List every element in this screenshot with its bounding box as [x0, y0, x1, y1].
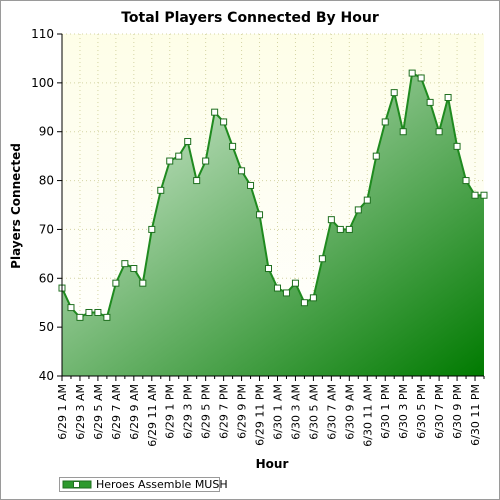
data-point [399, 128, 407, 136]
data-point [256, 211, 264, 219]
data-point [148, 225, 156, 233]
data-point [121, 260, 129, 268]
data-point [462, 177, 470, 185]
data-point [247, 181, 255, 189]
data-point [426, 98, 434, 106]
data-point [184, 137, 192, 145]
data-point [85, 308, 93, 316]
x-tick-label: 6/29 1 AM [56, 384, 69, 440]
data-point [229, 142, 237, 150]
x-tick-label: 6/29 11 AM [146, 384, 159, 447]
legend-marker [73, 481, 80, 488]
data-point [282, 289, 290, 297]
data-point [354, 206, 362, 214]
data-point [309, 294, 317, 302]
data-point [166, 157, 174, 165]
legend-label: Heroes Assemble MUSH [96, 478, 228, 491]
x-tick-label: 6/29 1 PM [164, 384, 177, 439]
data-point [363, 196, 371, 204]
data-point [417, 74, 425, 82]
data-point [345, 225, 353, 233]
data-point [300, 299, 308, 307]
data-markers [58, 69, 488, 321]
x-tick-label: 6/30 7 AM [325, 384, 338, 440]
x-tick-label: 6/30 7 PM [433, 384, 446, 439]
x-tick-labels: 6/29 1 AM 6/29 3 AM 6/29 5 AM 6/29 7 AM 6/29… [56, 384, 482, 447]
y-tick-label: 50 [39, 320, 54, 334]
data-point [112, 279, 120, 287]
x-tick-label: 6/29 3 AM [74, 384, 87, 440]
data-point [193, 177, 201, 185]
data-point [291, 279, 299, 287]
y-tick-label: 70 [39, 222, 54, 236]
data-point [444, 94, 452, 102]
x-axis-label: Hour [256, 457, 289, 471]
x-tick-label: 6/29 7 PM [218, 384, 231, 439]
x-tick-label: 6/30 11 AM [361, 384, 374, 447]
data-point [265, 265, 273, 273]
data-point [94, 308, 102, 316]
x-tick-label: 6/29 7 AM [110, 384, 123, 440]
data-point [238, 167, 246, 175]
legend-box [59, 477, 220, 492]
x-tick-label: 6/29 3 PM [182, 384, 195, 439]
x-tick-label: 6/30 11 PM [469, 384, 482, 446]
axes [57, 33, 485, 381]
x-tick-label: 6/30 5 PM [415, 384, 428, 439]
data-point [130, 265, 138, 273]
y-tick-labels: 40 50 60 70 80 90 100 110 [31, 27, 54, 383]
x-tick-label: 6/30 9 PM [451, 384, 464, 439]
y-tick-label: 60 [39, 271, 54, 285]
data-point [471, 191, 479, 199]
x-tick-label: 6/29 11 PM [254, 384, 267, 446]
data-point [139, 279, 147, 287]
x-tick-label: 6/29 5 PM [200, 384, 213, 439]
data-point [318, 255, 326, 263]
data-point [390, 89, 398, 97]
data-point [103, 313, 111, 321]
x-tick-label: 6/30 3 PM [397, 384, 410, 439]
y-tick-label: 90 [39, 125, 54, 139]
data-point [453, 142, 461, 150]
chart-title: Total Players Connected By Hour [121, 10, 379, 26]
x-tick-label: 6/29 5 AM [92, 384, 105, 440]
data-point [408, 69, 416, 77]
data-point [76, 313, 84, 321]
x-tick-label: 6/30 1 PM [379, 384, 392, 439]
data-point [435, 128, 443, 136]
data-point [67, 304, 75, 312]
data-point [157, 186, 165, 194]
x-tick-label: 6/30 1 AM [271, 384, 284, 440]
y-axis-label: Players Connected [9, 143, 23, 269]
data-point [336, 225, 344, 233]
x-tick-label: 6/29 9 AM [128, 384, 141, 440]
data-point [202, 157, 210, 165]
x-tick-label: 6/30 9 AM [343, 384, 356, 440]
x-tick-label: 6/30 3 AM [289, 384, 302, 440]
data-point [381, 118, 389, 126]
data-point [273, 284, 281, 292]
data-point [175, 152, 183, 160]
data-point [372, 152, 380, 160]
data-point [327, 216, 335, 224]
x-tick-label: 6/29 9 PM [236, 384, 249, 439]
data-point [480, 191, 488, 199]
y-tick-label: 40 [39, 369, 54, 383]
y-tick-label: 80 [39, 174, 54, 188]
y-tick-label: 100 [31, 76, 54, 90]
y-tick-label: 110 [31, 27, 54, 41]
data-point [220, 118, 228, 126]
legend: Heroes Assemble MUSH [59, 477, 228, 492]
x-tick-label: 6/30 5 AM [307, 384, 320, 440]
data-point [211, 108, 219, 116]
